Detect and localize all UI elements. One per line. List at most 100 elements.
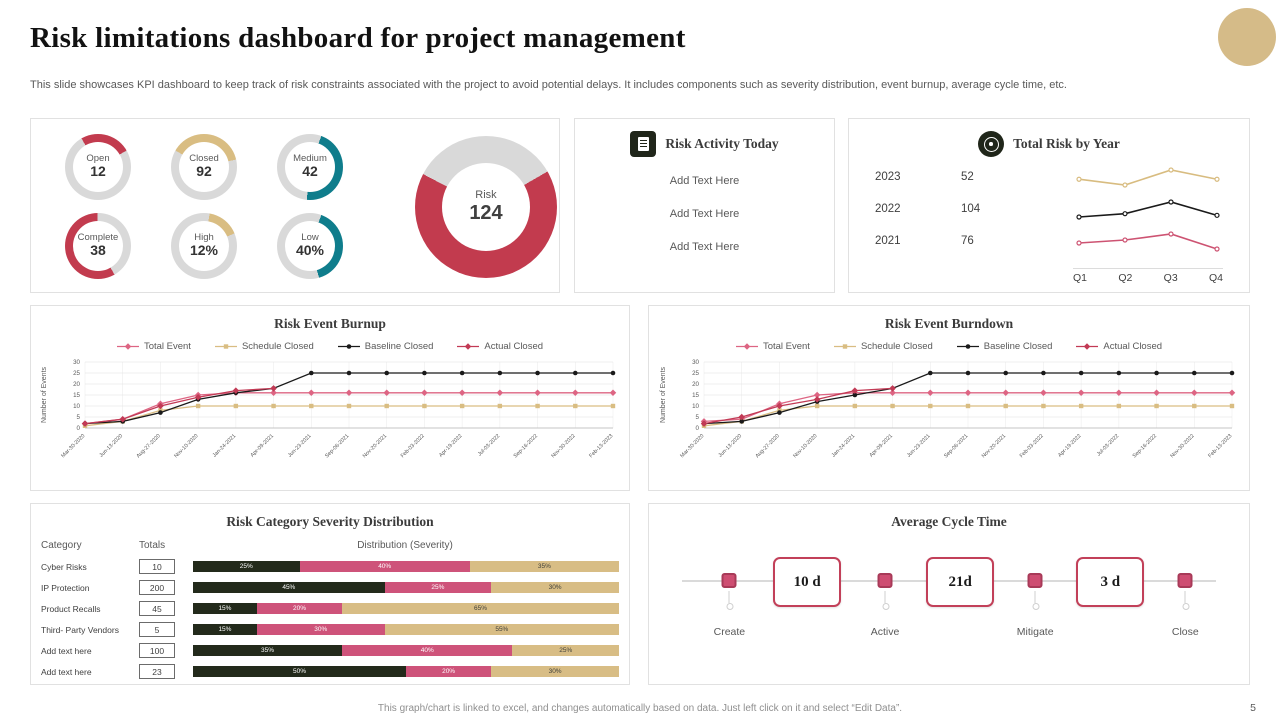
legend-item: Baseline Closed (956, 341, 1053, 352)
total-risk-by-year-panel: Total Risk by Year 2023 52 2022 104 2021 76 Q… (848, 118, 1250, 293)
timeline-node-close (1177, 573, 1193, 588)
donut-label: Complete (77, 231, 119, 243)
svg-text:10: 10 (73, 403, 80, 410)
severity-total-box[interactable]: 200 (139, 580, 175, 595)
svg-text:5: 5 (696, 414, 700, 421)
page-subtitle: This slide showcases KPI dashboard to ke… (30, 79, 1067, 91)
donut-value: 124 (469, 201, 503, 224)
donut-closed: Closed 92 (171, 133, 237, 200)
severity-segment: 55% (384, 624, 619, 635)
svg-text:Feb-03-2022: Feb-03-2022 (400, 433, 426, 459)
svg-text:25: 25 (73, 370, 80, 377)
timeline-connector (1182, 591, 1190, 610)
activity-list: Add Text Here Add Text Here Add Text Her… (575, 175, 834, 253)
legend-item: Schedule Closed (833, 341, 933, 352)
year-value: 76 (961, 235, 974, 247)
document-glyph (637, 137, 649, 151)
severity-category-label: Product Recalls (41, 603, 101, 614)
svg-text:Sep-06-2021: Sep-06-2021 (324, 433, 350, 459)
severity-segment: 25% (512, 645, 619, 656)
legend-label: Actual Closed (484, 341, 544, 352)
page-title: Risk limitations dashboard for project m… (30, 22, 686, 54)
activity-placeholder[interactable]: Add Text Here (669, 175, 740, 187)
legend-label: Baseline Closed (364, 341, 434, 352)
svg-text:15: 15 (692, 392, 699, 399)
timeline-node-active (877, 573, 893, 588)
severity-segment: 65% (342, 603, 619, 614)
donut-complete-center: Complete 38 (73, 220, 123, 271)
donut-label: Risk (475, 189, 497, 202)
burnup-legend: Total Event Schedule Closed Baseline Close… (31, 341, 629, 352)
severity-category-label: Add text here (41, 666, 92, 677)
severity-segment: 15% (193, 603, 257, 614)
legend-label: Total Event (762, 341, 810, 352)
legend-marker-circle (956, 344, 979, 349)
activity-placeholder[interactable]: Add Text Here (669, 241, 740, 253)
cycle-title: Average Cycle Time (891, 514, 1007, 529)
severity-row: Add text here 100 35% 40% 25% (41, 640, 619, 661)
legend-item: Actual Closed (1076, 341, 1162, 352)
severity-rows: Cyber Risks 10 25% 40% 35% IP Protection 200 45… (31, 556, 629, 682)
svg-text:Jul-03-2022: Jul-03-2022 (477, 433, 501, 457)
donut-value: 38 (90, 242, 106, 259)
svg-text:Sep-16-2022: Sep-16-2022 (513, 433, 539, 459)
svg-text:Jul-03-2022: Jul-03-2022 (1096, 433, 1120, 457)
cycle-timeline: Create Active Mitigate Close 10 d 21d 3 d (671, 544, 1227, 676)
svg-text:Jun-13-2020: Jun-13-2020 (717, 433, 743, 459)
target-icon (978, 131, 1005, 157)
severity-total-box[interactable]: 100 (139, 643, 175, 658)
severity-segment: 20% (406, 666, 492, 677)
svg-text:Mar-30-2020: Mar-30-2020 (679, 433, 705, 459)
donut-open-center: Open 12 (73, 141, 123, 192)
axis-label-q1: Q1 (1073, 272, 1088, 284)
svg-text:Number of Events: Number of Events (660, 366, 667, 423)
timeline-connector (1032, 591, 1040, 610)
donut-value: 12 (90, 163, 106, 180)
svg-text:30: 30 (73, 359, 80, 366)
severity-row: Third- Party Vendors 5 15% 30% 55% (41, 619, 619, 640)
svg-text:Aug-27-2020: Aug-27-2020 (755, 433, 781, 459)
activity-placeholder[interactable]: Add Text Here (669, 208, 740, 220)
year-sparkline (1076, 167, 1220, 188)
donut-label: Open (86, 152, 110, 164)
severity-total-box[interactable]: 23 (139, 664, 175, 679)
svg-text:Sep-06-2021: Sep-06-2021 (943, 433, 969, 459)
donut-label: Low (301, 231, 319, 243)
risk-activity-panel: Risk Activity Today Add Text Here Add Te… (574, 118, 835, 293)
legend-item: Total Event (735, 341, 810, 352)
svg-text:Apr-19-2022: Apr-19-2022 (1057, 433, 1082, 458)
svg-text:Nov-30-2022: Nov-30-2022 (1169, 433, 1195, 459)
year-label: 2023 (875, 171, 901, 183)
severity-row: IP Protection 200 45% 25% 30% (41, 577, 619, 598)
donut-total-risk-center: Risk 124 (442, 163, 530, 251)
severity-category-label: Cyber Risks (41, 561, 87, 572)
severity-total-box[interactable]: 5 (139, 622, 175, 637)
severity-segment: 45% (193, 582, 385, 593)
svg-text:Feb-03-2022: Feb-03-2022 (1019, 433, 1045, 459)
risk-year-row: 2022 104 (849, 193, 1249, 225)
severity-segment: 25% (384, 582, 492, 593)
svg-text:Apr-19-2022: Apr-19-2022 (438, 433, 463, 458)
svg-text:20: 20 (692, 381, 699, 388)
svg-text:Feb-13-2023: Feb-13-2023 (588, 433, 614, 459)
footer-note: This graph/chart is linked to excel, and… (377, 703, 903, 714)
axis-label-q3: Q3 (1163, 272, 1178, 284)
severity-stacked-bar: 25% 40% 35% (193, 561, 619, 572)
svg-text:0: 0 (696, 425, 700, 432)
timeline-stage-label: Create (713, 626, 746, 638)
legend-label: Baseline Closed (983, 341, 1053, 352)
burnup-chart: 0 5 10 15 20 25 30 Mar-30-2020 Jun-13-2020 Aug-27… (41, 359, 617, 459)
donut-complete: Complete 38 (65, 212, 131, 279)
legend-marker-diamond (457, 343, 480, 350)
year-sparkline (1076, 231, 1220, 252)
burndown-chart-panel: Risk Event Burndown Total Event Schedule … (648, 305, 1250, 491)
legend-item: Schedule Closed (214, 341, 314, 352)
donut-low-center: Low 40% (285, 220, 335, 271)
severity-total-box[interactable]: 10 (139, 559, 175, 574)
legend-marker-square (833, 344, 856, 349)
severity-total-box[interactable]: 45 (139, 601, 175, 616)
legend-label: Schedule Closed (241, 341, 314, 352)
legend-label: Actual Closed (1103, 341, 1163, 352)
svg-text:20: 20 (73, 381, 80, 388)
